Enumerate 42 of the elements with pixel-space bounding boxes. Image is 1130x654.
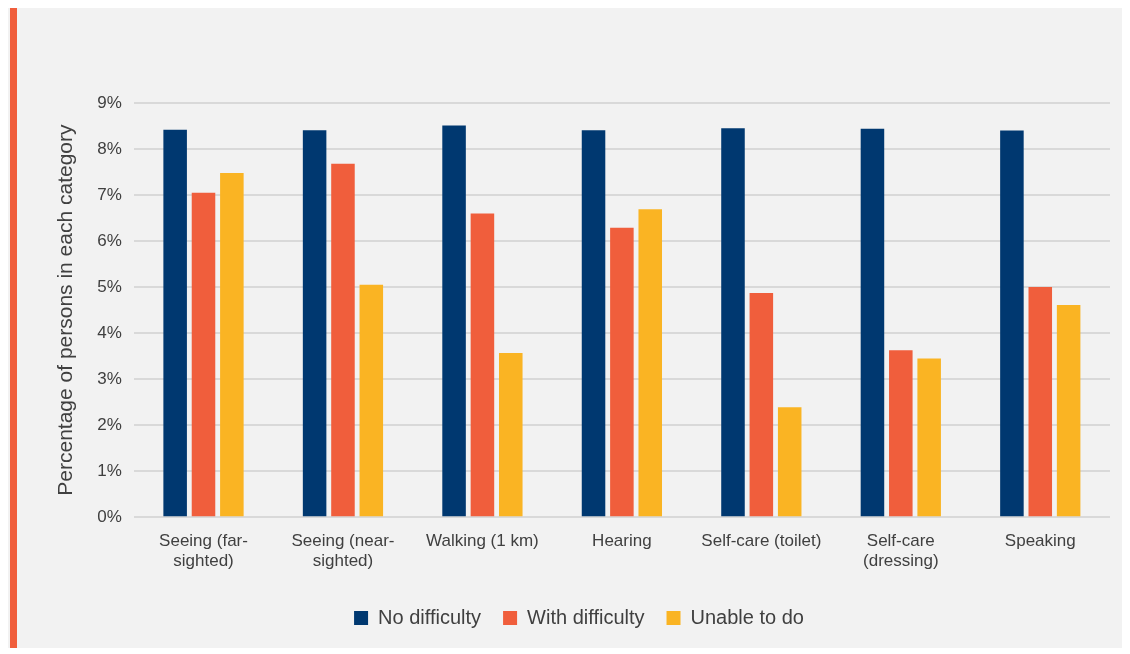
y-tick-label: 1% <box>97 460 122 480</box>
bar <box>359 284 384 517</box>
bar <box>1000 130 1024 517</box>
bar <box>749 293 774 517</box>
y-axis-title: Percentage of persons in each category <box>53 123 77 496</box>
bar <box>1028 287 1053 517</box>
bar <box>889 350 913 517</box>
x-tick-label: Self-care (dressing) <box>863 531 939 571</box>
legend-label: Unable to do <box>690 605 804 628</box>
bar <box>581 130 606 517</box>
x-tick-label: Seeing (far-sighted) <box>159 531 248 571</box>
x-tick-label: Self-care (toilet) <box>701 531 822 551</box>
bar <box>442 125 466 517</box>
bar <box>331 163 355 517</box>
y-tick-label: 6% <box>97 230 122 250</box>
bar <box>470 213 495 517</box>
bar <box>191 192 216 517</box>
bar <box>610 227 634 517</box>
legend-label: With difficulty <box>527 605 645 628</box>
bar <box>860 128 885 517</box>
y-tick-label: 9% <box>97 92 122 112</box>
bar <box>777 407 802 517</box>
y-tick-label: 5% <box>97 276 122 296</box>
x-tick-label: Walking (1 km) <box>426 531 539 551</box>
bar <box>1056 305 1081 517</box>
y-tick-label: 8% <box>97 138 122 158</box>
bar <box>220 172 244 517</box>
y-tick-label: 7% <box>97 184 122 204</box>
y-tick-label: 3% <box>97 368 122 388</box>
y-tick-label: 0% <box>97 506 122 526</box>
y-tick-label: 2% <box>97 414 122 434</box>
x-tick-label: Hearing <box>592 531 652 551</box>
legend-label: No difficulty <box>378 605 482 628</box>
bar <box>721 128 745 517</box>
bar <box>917 358 941 517</box>
bar <box>499 352 523 517</box>
bar <box>302 130 327 517</box>
bar <box>163 129 187 517</box>
y-tick-label: 4% <box>97 322 122 342</box>
bar <box>638 209 663 517</box>
x-tick-label: Speaking <box>1004 531 1076 551</box>
x-tick-label: Seeing (near-sighted) <box>291 531 395 571</box>
